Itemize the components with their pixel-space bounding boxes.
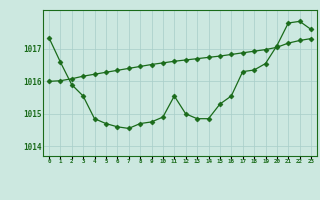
Text: Graphe pression niveau de la mer (hPa): Graphe pression niveau de la mer (hPa) bbox=[65, 182, 255, 192]
